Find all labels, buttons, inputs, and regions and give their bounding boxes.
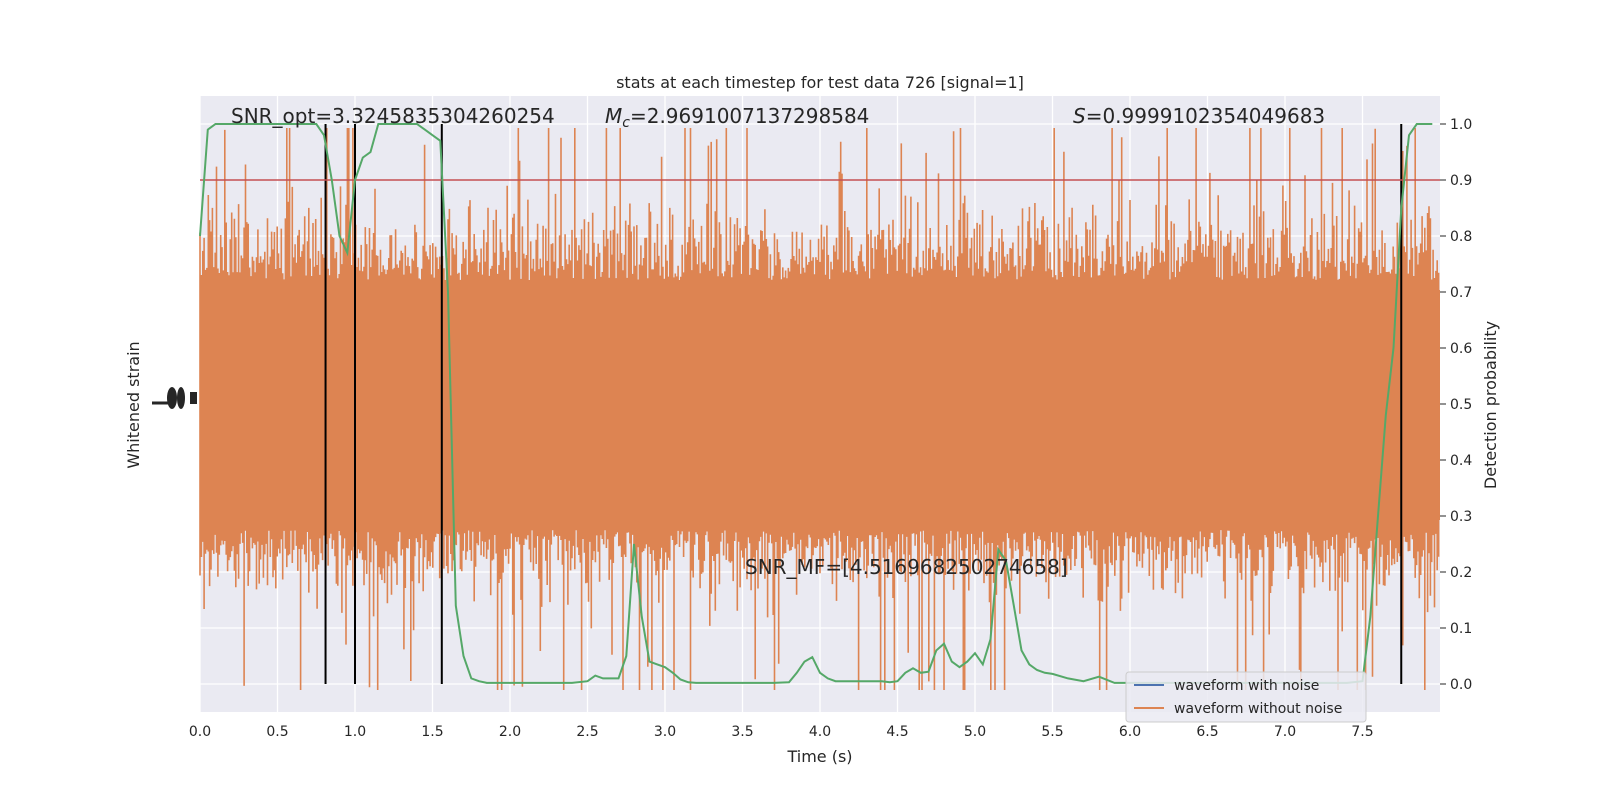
y-tick-label: 0.1 bbox=[1450, 621, 1472, 637]
y-tick-label: 0.6 bbox=[1450, 341, 1472, 357]
x-axis-label: Time (s) bbox=[786, 747, 852, 766]
y-tick-label: 0.3 bbox=[1450, 509, 1472, 525]
x-tick-label: 7.0 bbox=[1274, 724, 1296, 740]
y-tick-labels-right: 0.0 0.1 0.2 0.3 0.4 0.5 0.6 0.7 0.8 0.9 1.0 bbox=[1440, 117, 1472, 693]
chirp-mass-subscript: c bbox=[622, 115, 630, 131]
x-tick-label: 4.0 bbox=[809, 724, 831, 740]
y-tick-label: 0.7 bbox=[1450, 285, 1472, 301]
y-tick-label: 1.0 bbox=[1450, 117, 1472, 133]
x-tick-label: 3.0 bbox=[654, 724, 676, 740]
x-tick-label: 0.0 bbox=[189, 724, 211, 740]
x-tick-label: 1.5 bbox=[421, 724, 443, 740]
x-tick-label: 1.0 bbox=[344, 724, 366, 740]
annotation-s: S=0.9999102354049683 bbox=[1073, 104, 1325, 128]
x-tick-label: 7.5 bbox=[1351, 724, 1373, 740]
legend-box bbox=[1125, 671, 1367, 723]
legend-label-waveform-without-noise: waveform without noise bbox=[1174, 701, 1342, 717]
s-value: =0.9999102354049683 bbox=[1086, 104, 1325, 128]
annotation-snr-opt: SNR_opt=3.3245835304260254 bbox=[231, 104, 555, 128]
y-tick-label: 0.0 bbox=[1450, 677, 1472, 693]
x-tick-label: 3.5 bbox=[731, 724, 753, 740]
x-tick-label: 6.0 bbox=[1119, 724, 1141, 740]
x-tick-label: 2.5 bbox=[576, 724, 598, 740]
series-line-waveform-without-noise bbox=[199, 128, 1440, 690]
strain-series bbox=[199, 128, 1440, 690]
y-tick-label: 0.4 bbox=[1450, 453, 1472, 469]
annotation-snr-mf: SNR_MF=[4.516968250274658] bbox=[745, 555, 1068, 579]
y-tick-label: 0.2 bbox=[1450, 565, 1472, 581]
y-axis-label-left: Whitened strain bbox=[124, 341, 143, 468]
x-tick-labels: 0.0 0.5 1.0 1.5 2.0 2.5 3.0 3.5 4.0 4.5 5.0 5.5 6.0 6… bbox=[189, 724, 1374, 740]
x-tick-label: 6.5 bbox=[1196, 724, 1218, 740]
y-tick-label: 0.8 bbox=[1450, 229, 1472, 245]
x-tick-label: 5.0 bbox=[964, 724, 986, 740]
x-tick-label: 2.0 bbox=[499, 724, 521, 740]
y-axis-label-right: Detection probability bbox=[1481, 321, 1500, 489]
chart-title: stats at each timestep for test data 726… bbox=[616, 73, 1024, 92]
annotation-chirp-mass: Mc=2.9691007137298584 bbox=[605, 104, 869, 131]
y-tick-label: 0.5 bbox=[1450, 397, 1472, 413]
series-line-detection-probability bbox=[199, 123, 1433, 684]
chirp-mass-symbol: M bbox=[605, 104, 622, 128]
s-symbol: S bbox=[1073, 104, 1086, 128]
x-tick-label: 5.5 bbox=[1041, 724, 1063, 740]
left-tick-blob bbox=[152, 387, 197, 409]
x-tick-label: 0.5 bbox=[266, 724, 288, 740]
chirp-mass-value: =2.9691007137298584 bbox=[630, 104, 869, 128]
legend: waveform with noise waveform without noi… bbox=[1125, 671, 1367, 723]
legend-label-waveform-with-noise: waveform with noise bbox=[1174, 678, 1319, 694]
x-tick-label: 4.5 bbox=[886, 724, 908, 740]
y-tick-label: 0.9 bbox=[1450, 173, 1472, 189]
